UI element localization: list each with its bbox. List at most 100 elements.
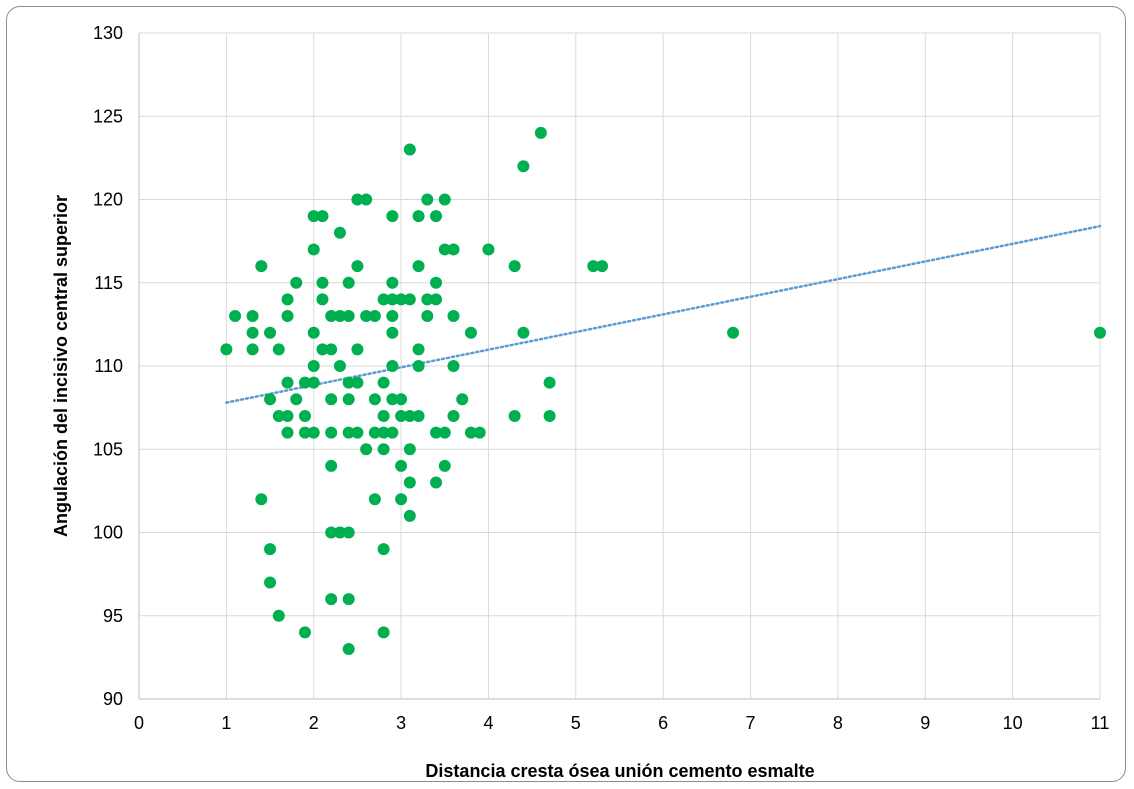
data-point [482,243,495,256]
data-point [368,426,381,439]
data-point [307,243,320,256]
data-point [412,343,425,356]
data-point [298,409,311,422]
y-tick-label: 130 [93,23,123,43]
x-tick-label: 7 [746,713,756,733]
data-point [281,409,294,422]
data-point [377,443,390,456]
data-point [430,276,443,289]
data-point [412,409,425,422]
data-point [351,426,364,439]
data-point [1094,326,1106,339]
data-point [403,509,416,522]
x-axis-title: Distancia cresta ósea unión cemento esma… [425,761,814,781]
x-tick-label: 1 [221,713,231,733]
data-point [298,626,311,639]
data-point [430,476,443,489]
data-point [307,360,320,372]
data-point [264,326,277,339]
data-point [464,426,477,439]
data-point [333,526,346,539]
data-point [368,393,381,406]
x-tick-label: 2 [309,713,319,733]
data-point [368,493,381,506]
data-point [360,310,373,323]
data-point [395,459,408,472]
x-tick-label: 5 [571,713,581,733]
y-tick-label: 95 [103,606,123,626]
data-point [307,426,320,439]
gridlines [139,32,1101,699]
data-point [325,526,338,539]
data-point [360,443,373,456]
x-tick-label: 4 [483,713,493,733]
data-point [403,293,416,306]
data-point [430,293,443,306]
data-point [342,393,355,406]
data-point [281,293,294,306]
data-point [430,426,443,439]
y-tick-label: 100 [93,523,123,543]
data-point [316,343,329,356]
data-point [386,210,399,223]
data-point [272,609,285,622]
data-point [342,376,355,389]
data-point [307,376,320,389]
data-point [325,459,338,472]
data-point [325,593,338,606]
data-point [229,310,242,323]
x-tick-label: 6 [658,713,668,733]
data-point [403,409,416,422]
data-point [377,376,390,389]
data-point [430,210,443,223]
data-point [508,409,521,422]
data-point [351,193,364,206]
data-point [456,393,469,406]
data-point [264,576,277,589]
data-point [438,426,451,439]
y-axis-title: Angulación del incisivo central superior [51,195,71,537]
data-point [333,310,346,323]
data-point [307,210,320,223]
data-point [281,376,294,389]
chart-area [6,6,1126,782]
data-point [386,426,399,439]
data-point [377,543,390,556]
data-point [377,426,390,439]
y-tick-label: 110 [94,356,123,376]
data-point [333,360,346,372]
data-point [325,310,338,323]
data-point [447,243,460,256]
data-point [255,260,268,273]
data-point [281,310,294,323]
data-point [508,260,521,273]
data-point [412,360,425,372]
x-tick-label: 11 [1091,713,1110,733]
data-point [386,360,399,372]
data-point [421,193,434,206]
data-point [368,310,381,323]
data-point [272,343,285,356]
data-point [325,426,338,439]
data-point [395,493,408,506]
data-point [342,426,355,439]
data-point [325,343,338,356]
data-point [333,226,346,239]
data-point [421,293,434,306]
trendline [225,224,1102,404]
data-point [395,409,408,422]
data-point [351,343,364,356]
axes [138,33,1100,700]
y-tick-label: 120 [93,190,123,210]
data-point [403,443,416,456]
data-points [220,126,1106,656]
data-point [386,276,399,289]
data-point [403,476,416,489]
data-point [342,526,355,539]
y-tick-label: 125 [93,106,123,126]
data-point [316,293,329,306]
data-point [351,376,364,389]
data-point [342,310,355,323]
data-point [272,409,285,422]
